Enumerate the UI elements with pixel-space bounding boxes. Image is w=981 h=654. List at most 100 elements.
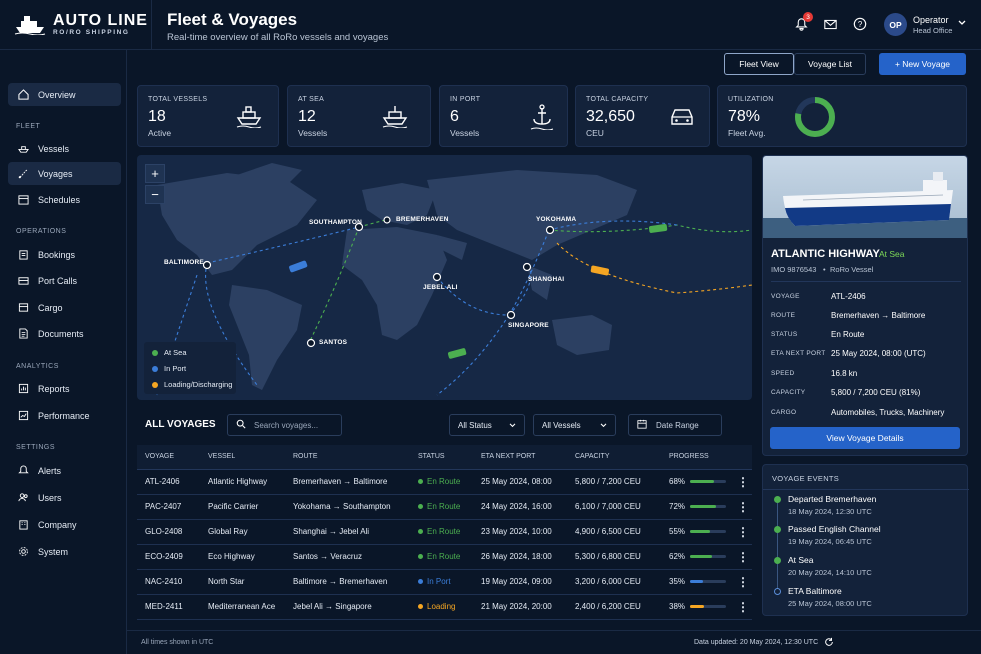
column-header[interactable]: CAPACITY (567, 445, 661, 470)
more-options-icon[interactable]: ⋮ (737, 574, 749, 589)
cell-route: Shanghai → Jebel Ali (285, 519, 410, 545)
sidebar-item-alerts[interactable]: Alerts (8, 459, 121, 482)
port-label[interactable]: JEBEL ALI (423, 284, 458, 291)
anchor-icon (530, 104, 554, 132)
cell-vessel: Mediterranean Ace (200, 594, 285, 620)
timeline-line (777, 501, 778, 589)
column-header[interactable]: STATUS (410, 445, 473, 470)
event-title: ETA Baltimore (788, 586, 842, 596)
gear-icon (18, 546, 29, 557)
stat-value: 32,650 (586, 108, 635, 125)
sidebar-item-reports[interactable]: Reports (8, 377, 121, 400)
fleet-map[interactable]: + − SOUTHAMPTON BREMERHAVEN YOKOHAMA BAL… (137, 155, 752, 400)
port-label[interactable]: YOKOHAMA (536, 216, 577, 223)
user-name[interactable]: Operator (913, 15, 949, 25)
table-row[interactable]: ATL-2406 Atlantic Highway Bremerhaven → Ba… (137, 469, 752, 495)
ship-icon (18, 143, 29, 154)
sidebar-item-bookings[interactable]: Bookings (8, 243, 121, 266)
more-options-icon[interactable]: ⋮ (737, 524, 749, 539)
port-label[interactable]: SHANGHAI (528, 276, 565, 283)
vessel-photo (763, 156, 967, 238)
sidebar-item-port-calls[interactable]: Port Calls (8, 269, 121, 292)
more-options-icon[interactable]: ⋮ (737, 599, 749, 614)
app-logo[interactable]: AUTO LINE RO/RO SHIPPING (0, 0, 152, 50)
new-voyage-button[interactable]: + New Voyage (879, 53, 966, 75)
more-options-icon[interactable]: ⋮ (737, 499, 749, 514)
notification-badge: 3 (803, 12, 813, 22)
vessel-filter[interactable]: All Vessels (533, 414, 616, 436)
status-dot (418, 579, 423, 584)
table-row[interactable]: GLO-2408 Global Ray Shanghai → Jebel Ali En… (137, 519, 752, 545)
table-row[interactable]: NAC-2410 North Star Baltimore → Bremerhave… (137, 569, 752, 595)
view-voyage-details-button[interactable]: View Voyage Details (770, 427, 960, 449)
port-label[interactable]: SOUTHAMPTON (309, 219, 362, 226)
stat-label: TOTAL CAPACITY (586, 96, 649, 103)
cell-vessel: Eco Highway (200, 544, 285, 570)
more-options-icon[interactable]: ⋮ (737, 474, 749, 489)
sidebar-item-documents[interactable]: Documents (8, 322, 121, 345)
event-date: 19 May 2024, 06:45 UTC (788, 537, 872, 546)
column-header[interactable]: VOYAGE (137, 445, 200, 470)
sidebar-item-voyages[interactable]: Voyages (8, 162, 121, 185)
route-from: Shanghai (293, 527, 327, 536)
section-analytics: ANALYTICS (16, 363, 59, 370)
column-header[interactable]: ETA NEXT PORT (473, 445, 567, 470)
refresh-icon[interactable] (824, 637, 834, 649)
building-icon (18, 519, 29, 530)
section-settings: SETTINGS (16, 444, 56, 451)
mail-icon[interactable] (821, 15, 839, 33)
cell-vessel: Atlantic Highway (200, 469, 285, 495)
section-fleet: FLEET (16, 123, 41, 130)
route-from: Bremerhaven (293, 477, 342, 486)
search-input[interactable]: Search voyages... (227, 414, 342, 436)
fleet-view-tab[interactable]: Fleet View (724, 53, 794, 75)
table-row[interactable]: PAC-2407 Pacific Carrier Yokohama → Southa… (137, 494, 752, 520)
cell-route: Baltimore → Bremerhaven (285, 569, 410, 595)
table-row[interactable]: MED-2411 Mediterranean Ace Jebel Ali → Sin… (137, 594, 752, 620)
voyage-list-tab[interactable]: Voyage List (794, 53, 866, 75)
chevron-down-icon[interactable] (958, 18, 966, 28)
date-range-picker[interactable]: Date Range (628, 414, 722, 436)
zoom-out-button[interactable]: − (145, 185, 165, 204)
more-options-icon[interactable]: ⋮ (737, 549, 749, 564)
field-label: ROUTE (771, 312, 796, 319)
search-icon (236, 419, 246, 431)
calendar-icon (637, 419, 647, 431)
sidebar-item-schedules[interactable]: Schedules (8, 188, 121, 211)
user-avatar[interactable]: OP (884, 13, 907, 36)
column-header[interactable]: VESSEL (200, 445, 285, 470)
column-header[interactable]: ROUTE (285, 445, 410, 470)
sidebar-item-overview[interactable]: Overview (8, 83, 121, 106)
sidebar-item-label: Vessels (38, 143, 70, 154)
sidebar-item-users[interactable]: Users (8, 486, 121, 509)
port-label[interactable]: SANTOS (319, 339, 348, 346)
vessel-name: ATLANTIC HIGHWAY (771, 248, 880, 260)
event-dot (774, 588, 781, 595)
sidebar-item-company[interactable]: Company (8, 513, 121, 536)
sidebar-item-system[interactable]: System (8, 540, 121, 563)
column-header[interactable]: PROGRESS (661, 445, 727, 470)
route-to: Southampton (342, 502, 391, 511)
arrow-right-icon: → (320, 552, 329, 561)
cell-progress: 38% (661, 594, 727, 620)
bell-icon[interactable]: 3 (792, 12, 813, 33)
zoom-in-button[interactable]: + (145, 164, 165, 183)
cell-actions: ⋮ (727, 494, 752, 520)
voyages-title: ALL VOYAGES (145, 419, 216, 430)
stat-sub: Vessels (298, 128, 328, 138)
divider (763, 489, 969, 490)
sidebar-item-vessels[interactable]: Vessels (8, 137, 121, 160)
sidebar-item-performance[interactable]: Performance (8, 404, 121, 427)
port-label[interactable]: SINGAPORE (508, 322, 549, 329)
status-filter[interactable]: All Status (449, 414, 525, 436)
port-label[interactable]: BALTIMORE (164, 259, 204, 266)
users-icon (18, 492, 29, 503)
table-row[interactable]: ECO-2409 Eco Highway Santos → Veracruz En R… (137, 544, 752, 570)
chart-icon (18, 410, 29, 421)
progress-value: 35% (669, 577, 686, 586)
cell-eta: 24 May 2024, 16:00 (473, 494, 567, 520)
sidebar-item-cargo[interactable]: Cargo (8, 296, 121, 319)
help-icon[interactable]: ? (851, 15, 869, 33)
field-value: 5,800 / 7,200 CEU (81%) (831, 388, 921, 397)
port-label[interactable]: BREMERHAVEN (396, 216, 449, 223)
